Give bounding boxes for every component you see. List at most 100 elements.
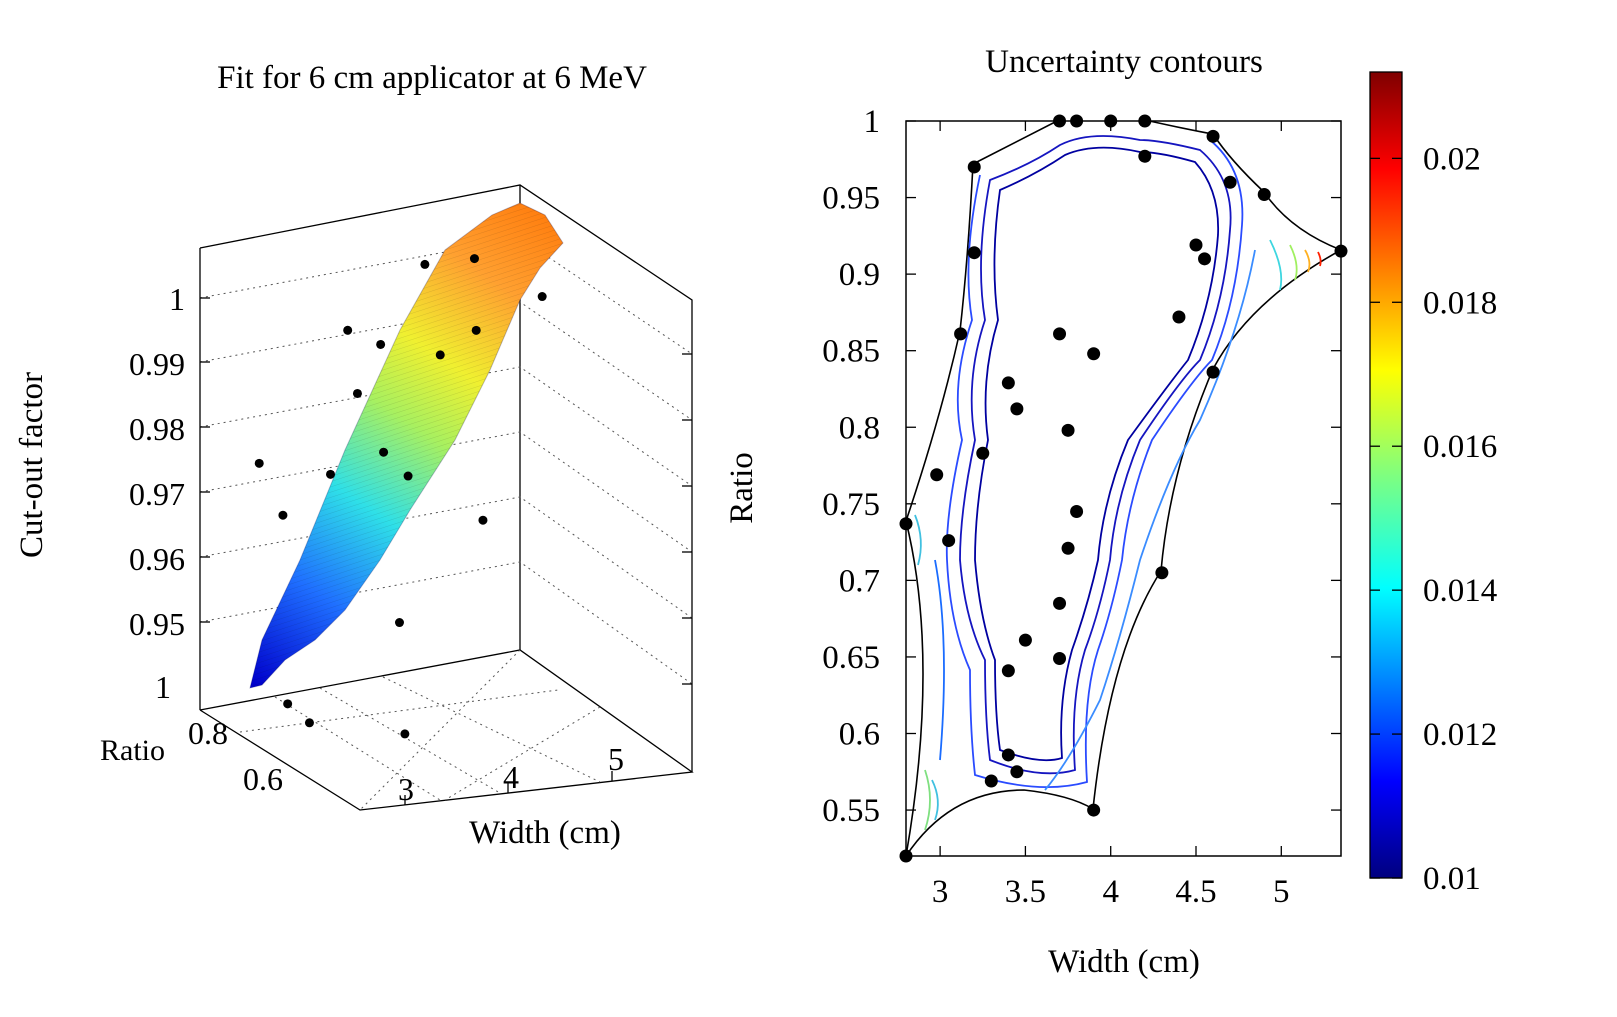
contour-y-label: Ratio [724, 452, 760, 524]
contour-frame [905, 120, 1342, 857]
colorbar-ticks: 0.01 0.012 0.014 0.016 0.018 0.02 [1370, 141, 1497, 897]
data-point [1053, 114, 1067, 128]
y-tick-label: 0.9 [839, 257, 880, 293]
z-tick: 0.96 [129, 541, 185, 577]
z-tick: 0.99 [129, 346, 185, 382]
contour-x-ticks: 3 3.5 4 4.5 5 [932, 121, 1290, 910]
data-point [1061, 423, 1075, 437]
y-tick-label: 0.85 [822, 334, 880, 370]
y-tick-label: 0.95 [822, 181, 880, 217]
data-point [352, 388, 362, 398]
data-point [1257, 188, 1271, 201]
data-point [1010, 765, 1024, 779]
data-point [1206, 129, 1220, 143]
colorbar-tick-label: 0.02 [1423, 141, 1481, 177]
contour-data-points [899, 114, 1348, 863]
data-point [1001, 748, 1015, 762]
surface-plot: Fit for 6 cm applicator at 6 MeV 1 [14, 60, 694, 851]
colorbar: 0.01 0.012 0.014 0.016 0.018 0.02 [1369, 71, 1497, 897]
data-point [1001, 376, 1015, 390]
z-tick: 0.98 [129, 411, 185, 447]
y-tick: 1 [155, 669, 171, 705]
colorbar-tick-label: 0.014 [1423, 573, 1497, 609]
data-point [403, 471, 413, 481]
contour-lines [914, 135, 1322, 831]
data-point [967, 160, 981, 174]
surface-z-label: Cut-out factor [14, 372, 50, 558]
surface-z-ticks: 1 0.99 0.98 0.97 0.96 0.95 [129, 281, 185, 642]
colorbar-gradient [1369, 71, 1403, 879]
x-tick-label: 3 [932, 874, 949, 910]
data-point [304, 718, 314, 728]
colorbar-tick-label: 0.012 [1423, 717, 1497, 753]
data-point [469, 254, 479, 264]
data-point [984, 774, 998, 788]
contour-y-ticks: 0.55 0.6 0.65 0.7 0.75 0.8 0.85 0.9 0.95 1 [822, 104, 1341, 829]
data-point [1070, 114, 1084, 128]
data-point [1172, 310, 1186, 324]
y-tick-label: 1 [864, 104, 881, 140]
x-tick-label: 4.5 [1175, 874, 1216, 910]
data-point [1138, 114, 1152, 128]
y-tick-label: 0.75 [822, 487, 880, 523]
data-point [899, 517, 913, 531]
data-point [283, 699, 293, 709]
y-tick-label: 0.6 [839, 717, 880, 753]
data-point [379, 447, 389, 457]
data-point [278, 510, 288, 520]
data-point [954, 327, 968, 341]
data-point [400, 729, 410, 739]
data-point [254, 458, 264, 468]
data-point [967, 246, 981, 260]
z-tick: 0.97 [129, 476, 185, 512]
data-point [1070, 504, 1084, 518]
data-point [1189, 238, 1203, 252]
data-point [1087, 347, 1101, 361]
x-tick: 3 [398, 771, 414, 807]
data-point [420, 259, 430, 269]
x-tick-label: 3.5 [1005, 874, 1046, 910]
data-point [930, 468, 944, 482]
y-tick-label: 0.7 [839, 563, 880, 599]
data-point [478, 515, 488, 525]
data-point [1223, 175, 1237, 189]
z-tick: 0.95 [129, 606, 185, 642]
surface-x-tickmarks [404, 771, 613, 805]
x-tick: 5 [608, 741, 624, 777]
contour-plot: Uncertainty contours [724, 44, 1348, 980]
surface-x-label: Width (cm) [469, 815, 621, 851]
data-point [976, 446, 990, 460]
colorbar-tick-label: 0.018 [1423, 285, 1497, 321]
surface-title: Fit for 6 cm applicator at 6 MeV [217, 60, 647, 96]
data-point [899, 849, 913, 863]
data-point [343, 325, 353, 335]
x-tick-label: 4 [1102, 874, 1119, 910]
data-point [1053, 327, 1067, 341]
data-point [394, 618, 404, 628]
data-point [1206, 365, 1220, 379]
x-tick: 4 [503, 759, 519, 795]
data-point [1061, 541, 1075, 555]
data-point [1138, 149, 1152, 163]
surface-z-tickmarks [200, 297, 692, 685]
colorbar-tick-label: 0.016 [1423, 429, 1497, 465]
data-point [537, 292, 547, 302]
colorbar-tick-label: 0.01 [1423, 861, 1481, 897]
contour-x-label: Width (cm) [1048, 944, 1200, 980]
data-point [326, 469, 336, 479]
data-point [471, 325, 481, 335]
data-point [1001, 664, 1015, 678]
y-tick-label: 0.65 [822, 640, 880, 676]
data-point [1053, 596, 1067, 610]
data-point [376, 339, 386, 349]
data-point [1334, 244, 1348, 258]
surface-y-label: Ratio [100, 734, 165, 767]
x-tick-label: 5 [1273, 874, 1290, 910]
data-point [942, 534, 956, 548]
z-tick: 1 [169, 281, 185, 317]
data-point [1018, 633, 1032, 647]
surface-y-ticks: 1 0.8 0.6 [155, 669, 283, 797]
y-tick: 0.8 [188, 715, 228, 751]
data-point [1087, 803, 1101, 817]
